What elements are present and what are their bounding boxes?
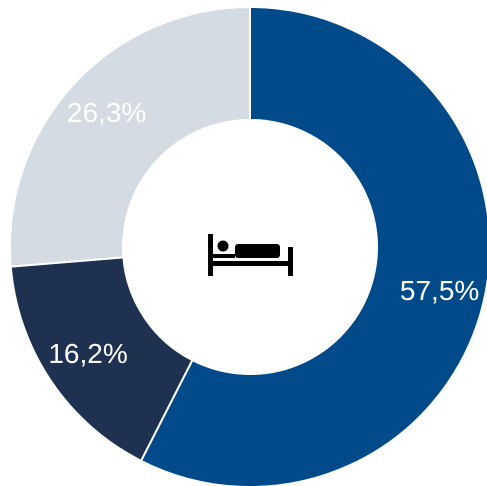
- donut-slice-3: [9, 5, 251, 268]
- slice-value-label-1: 57,5%: [400, 275, 479, 306]
- donut-value-labels: 57,5% 16,2% 26,3%: [48, 97, 479, 369]
- donut-slices: [9, 5, 487, 486]
- slice-value-label-3: 26,3%: [67, 97, 146, 128]
- donut-slice-2: [9, 256, 194, 463]
- donut-slice-1: [139, 5, 487, 486]
- bed-icon: [208, 234, 293, 276]
- slice-value-label-2: 16,2%: [48, 338, 127, 369]
